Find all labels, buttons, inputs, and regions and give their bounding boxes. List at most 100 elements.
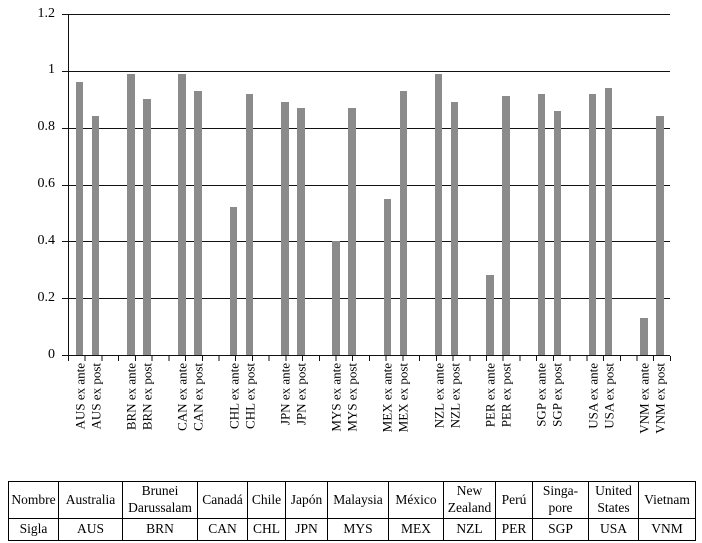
gridline xyxy=(68,70,670,72)
table-cell: MYS xyxy=(327,518,389,541)
bar xyxy=(537,93,545,355)
table-row-label: Sigla xyxy=(8,518,59,541)
table-cell: Australia xyxy=(58,481,123,519)
table-cell: Singa-pore xyxy=(532,481,589,519)
table-cell: NZL xyxy=(443,518,496,541)
gridline xyxy=(68,184,670,186)
x-category-label: PER ex post xyxy=(498,363,514,428)
table-cell: PER xyxy=(495,518,533,541)
y-tick-label: 0.8 xyxy=(37,119,56,135)
bar xyxy=(434,73,443,355)
x-category-label: MYS ex ante xyxy=(328,363,344,432)
x-category-label: VNM ex post xyxy=(652,363,668,434)
x-category-label: MYS ex post xyxy=(344,363,360,432)
table-row: Nombre Australia Brunei Darussalam Canadá Ch… xyxy=(8,481,696,519)
x-category-label: CHL ex ante xyxy=(226,363,241,429)
bar xyxy=(640,318,648,355)
x-category-label: SGP ex post xyxy=(549,363,565,427)
table-cell: CHL xyxy=(247,518,286,541)
x-category-label: MEX ex ante xyxy=(379,363,395,433)
table-cell: AUS xyxy=(58,518,123,541)
y-tick-label: 0.6 xyxy=(37,176,56,191)
bar xyxy=(604,87,613,355)
y-tick-label: 0 xyxy=(48,346,55,362)
table-cell: New Zealand xyxy=(443,481,496,519)
table-cell: USA xyxy=(588,518,639,541)
table-cell: BRN xyxy=(122,518,198,541)
table-cell: Malaysia xyxy=(327,481,389,519)
x-category-label: CHL ex post xyxy=(242,363,257,429)
bar xyxy=(229,207,238,355)
y-axis xyxy=(68,14,69,356)
x-category-label: MEX ex post xyxy=(395,363,411,433)
country-code-table: Nombre Australia Brunei Darussalam Canadá Ch… xyxy=(8,481,696,541)
table-cell: United States xyxy=(588,481,639,519)
bar xyxy=(553,110,561,355)
x-axis-ticks xyxy=(68,356,671,361)
table-cell: CAN xyxy=(197,518,248,541)
bar xyxy=(194,90,202,355)
table-cell: Canadá xyxy=(197,481,248,519)
bar xyxy=(332,241,340,355)
table-cell: MEX xyxy=(388,518,444,541)
table-cell: VNM xyxy=(638,518,696,541)
bar xyxy=(450,102,459,355)
table-row: Sigla AUS BRN CAN CHL JPN MYS MEX NZL PER SGP USA VN… xyxy=(8,518,696,541)
x-category-label: JPN ex ante xyxy=(277,363,293,426)
y-tick-label: 0.2 xyxy=(37,289,56,305)
x-category-label: CAN ex post xyxy=(190,363,206,431)
y-axis-tick xyxy=(62,355,68,356)
y-axis-tick xyxy=(62,241,68,243)
bar xyxy=(486,275,494,355)
bar xyxy=(178,73,186,355)
x-category-label: USA ex ante xyxy=(585,363,601,429)
y-tick-label: 1 xyxy=(48,62,55,78)
table-cell: Vietnam xyxy=(638,481,696,519)
bar xyxy=(143,99,151,356)
y-axis-tick xyxy=(62,127,68,129)
x-category-label: AUS ex ante xyxy=(72,363,88,430)
y-tick-label: 0.4 xyxy=(37,232,56,248)
gridline xyxy=(68,241,670,243)
table-row-label: Nombre xyxy=(8,481,59,519)
x-category-label: SGP ex ante xyxy=(533,363,549,427)
bar xyxy=(75,82,84,355)
bar xyxy=(502,96,510,355)
bar xyxy=(656,116,664,355)
gridline xyxy=(68,298,670,300)
y-axis-tick xyxy=(62,14,68,15)
x-category-label: VNM ex ante xyxy=(636,363,652,434)
bar xyxy=(91,116,100,355)
table-cell: Japón xyxy=(285,481,328,519)
bar xyxy=(399,90,408,355)
x-category-label: JPN ex post xyxy=(293,363,309,426)
x-category-label: NZL ex ante xyxy=(431,363,447,429)
table-cell: JPN xyxy=(285,518,328,541)
x-category-label: BRN ex post xyxy=(139,363,155,431)
bar xyxy=(281,102,289,355)
plot-top-border xyxy=(68,14,670,15)
table-cell: SGP xyxy=(532,518,589,541)
table-cell: México xyxy=(388,481,444,519)
x-category-label: AUS ex post xyxy=(88,363,104,430)
x-axis-line xyxy=(68,355,670,356)
bar xyxy=(297,107,305,355)
bar xyxy=(588,93,597,355)
y-axis-tick xyxy=(62,184,68,186)
y-axis-tick xyxy=(62,298,68,300)
table-cell: Perú xyxy=(495,481,533,519)
table-body: Nombre Australia Brunei Darussalam Canadá Ch… xyxy=(8,481,696,541)
y-tick-label: 1.2 xyxy=(37,5,56,21)
x-category-label: PER ex ante xyxy=(482,363,498,428)
gridline xyxy=(68,127,670,129)
x-category-label: CAN ex ante xyxy=(174,363,190,431)
bar xyxy=(383,198,392,355)
bar xyxy=(245,93,254,355)
table-cell: Chile xyxy=(247,481,286,519)
x-category-label: NZL ex post xyxy=(447,363,463,429)
bar xyxy=(348,107,356,355)
bar xyxy=(127,73,135,355)
bar-chart: 1.2 1 0.8 0.6 0.4 0.2 0 AUS ex ante AUS ex post B… xyxy=(37,5,671,434)
x-category-label: BRN ex ante xyxy=(123,363,139,431)
table-cell: Brunei Darussalam xyxy=(122,481,198,519)
